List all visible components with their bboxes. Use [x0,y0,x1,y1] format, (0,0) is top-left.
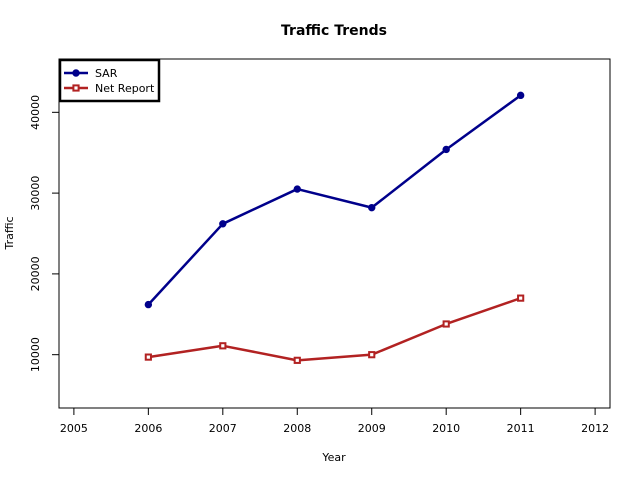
legend-label: SAR [95,67,118,80]
plot-frame [58,58,611,409]
data-point [368,351,376,359]
x-tick-label: 2007 [209,422,237,435]
legend-item: SAR [64,67,118,80]
x-tick-label: 2005 [60,422,88,435]
x-tick-label: 2008 [283,422,311,435]
y-axis: 10000 20000 30000 40000 [29,95,60,372]
data-point [442,320,450,328]
x-tick-label: 2006 [134,422,162,435]
data-point [219,342,227,350]
x-tick-label: 2012 [581,422,609,435]
chart-title: Traffic Trends [281,23,387,39]
x-axis: 2005 2006 2007 2008 2009 2010 2011 2012 [60,407,609,435]
series-sar [144,91,525,309]
series-layer [144,91,525,364]
legend-box [58,58,161,103]
x-tick-label: 2009 [358,422,386,435]
x-tick-label: 2011 [507,422,535,435]
y-axis-label: Traffic [3,216,16,250]
data-point [293,356,301,364]
series-line [148,296,522,362]
y-tick-label: 40000 [29,95,42,130]
data-point [293,185,301,193]
legend-marker [72,69,80,77]
data-point [442,145,450,154]
legend-item: Net Report [64,82,155,95]
x-axis-label: Year [321,451,346,464]
x-tick-label: 2010 [432,422,460,435]
legend: SAR Net Report [58,58,161,103]
data-point [516,91,525,100]
y-tick-label: 20000 [29,256,42,291]
data-point [144,300,153,309]
series-line [147,94,522,306]
data-point [144,353,152,361]
data-point [517,294,525,302]
data-point [219,220,227,228]
y-tick-label: 30000 [29,176,42,211]
y-tick-label: 10000 [29,337,42,372]
series-net-report [144,294,525,364]
legend-marker [72,84,80,92]
data-point [368,203,376,212]
legend-label: Net Report [95,82,155,95]
